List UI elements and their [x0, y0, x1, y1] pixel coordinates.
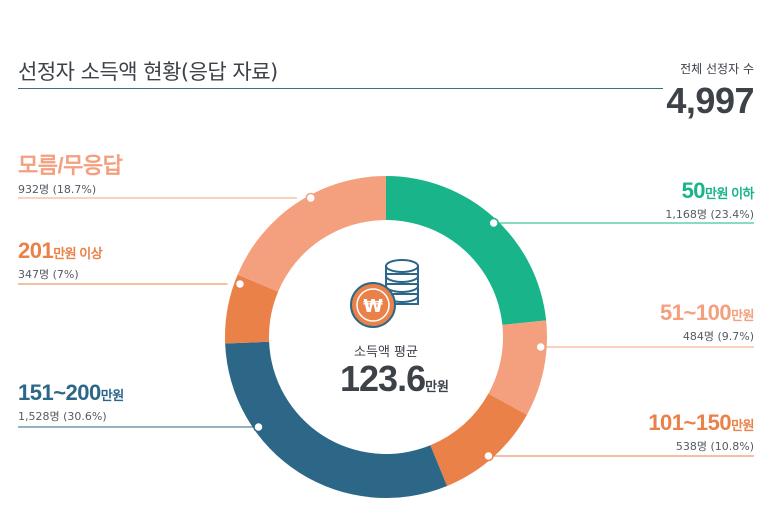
leader-dot-1 — [535, 341, 546, 353]
title-divider — [18, 88, 663, 89]
slice-unit-4: 만원 이상 — [53, 246, 103, 261]
slice-label-0: 50만원 이하 1,168명 (23.4%) — [665, 178, 754, 223]
slice-unit-1: 만원 — [731, 308, 754, 323]
slice-unit-2: 만원 — [731, 418, 754, 433]
slice-count-3: 1,528명 (30.6%) — [18, 410, 107, 423]
slice-label-5: 모름/무응답 932명 (18.7%) — [18, 153, 123, 198]
average-caption: 소득액 평균 — [354, 345, 418, 360]
slice-count-2: 538명 (10.8%) — [675, 440, 754, 453]
donut-slice-0 — [386, 176, 547, 325]
slice-label-3: 151~200만원 1,528명 (30.6%) — [18, 380, 124, 425]
svg-text:₩: ₩ — [363, 296, 383, 317]
donut-slice-5 — [237, 176, 386, 292]
leader-dot-3 — [253, 421, 264, 433]
slice-main-2: 101~150 — [648, 410, 732, 435]
slice-count-1: 484명 (9.7%) — [682, 330, 754, 343]
average-number: 123.6 — [340, 358, 426, 399]
slice-unit-3: 만원 — [100, 388, 124, 403]
slice-main-5: 모름/무응답 — [18, 153, 123, 178]
total-value: 4,997 — [666, 80, 754, 121]
total-label: 전체 선정자 수 — [680, 62, 754, 76]
donut-slice-4 — [224, 274, 279, 344]
won-coin-stack-icon: ₩ — [350, 259, 419, 328]
leader-dot-4 — [234, 278, 246, 290]
slice-label-1: 51~100만원 484명 (9.7%) — [660, 300, 754, 345]
slice-count-0: 1,168명 (23.4%) — [665, 208, 754, 221]
slice-main-1: 51~100 — [660, 300, 732, 325]
donut-slice-1 — [488, 320, 547, 415]
leader-dot-5 — [305, 192, 317, 204]
slice-label-4: 201만원 이상 347명 (7%) — [18, 238, 103, 283]
average-unit: 만원 — [425, 380, 450, 395]
slice-main-0: 50 — [681, 178, 706, 203]
slice-label-2: 101~150만원 538명 (10.8%) — [648, 410, 754, 455]
average-value: 123.6만원 — [326, 358, 476, 400]
page-title: 선정자 소득액 현황(응답 자료) — [18, 60, 278, 84]
slice-main-4: 201 — [18, 238, 54, 263]
leader-dot-2 — [483, 450, 494, 462]
slice-count-5: 932명 (18.7%) — [18, 183, 97, 196]
slice-unit-0: 만원 이하 — [705, 186, 754, 201]
slice-count-4: 347명 (7%) — [18, 268, 79, 281]
donut-slice-2 — [430, 393, 527, 486]
donut-slice-3 — [225, 341, 448, 498]
slice-main-3: 151~200 — [18, 380, 101, 405]
leader-dot-0 — [488, 217, 499, 229]
